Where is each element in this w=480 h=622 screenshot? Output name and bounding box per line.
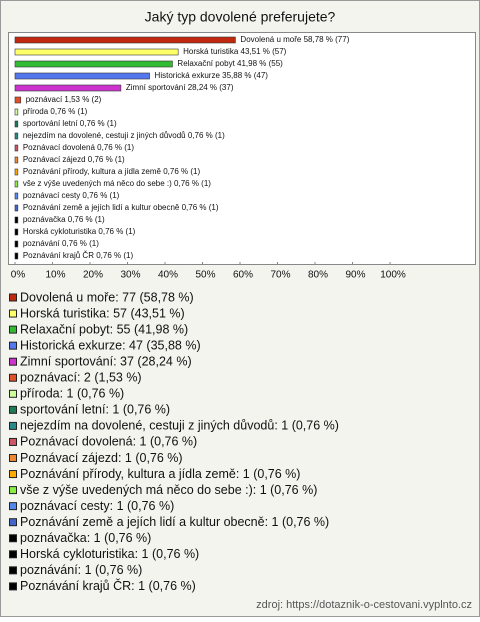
x-tick-label: 60% bbox=[233, 270, 253, 281]
x-tick-label: 30% bbox=[120, 270, 140, 281]
legend-label: Poznávání krajů ČR: 1 (0,76 %) bbox=[20, 578, 196, 593]
legend-swatch bbox=[9, 373, 17, 382]
legend-label: Relaxační pobyt: 55 (41,98 %) bbox=[20, 322, 188, 336]
legend-label: Poznávací zájezd: 1 (0,76 %) bbox=[20, 451, 183, 465]
x-tick-label: 0% bbox=[11, 270, 26, 281]
bar bbox=[14, 60, 173, 68]
value-label: Poznávání přírody, kultura a jídla země … bbox=[23, 167, 201, 176]
value-label: poznávání 0,76 % (1) bbox=[23, 239, 99, 248]
legend-label: poznávací: 2 (1,53 %) bbox=[20, 371, 142, 385]
legend-swatch bbox=[9, 470, 17, 479]
legend-swatch bbox=[9, 486, 17, 495]
legend-swatch bbox=[9, 389, 17, 398]
legend-swatch bbox=[9, 582, 17, 591]
value-label: Poznávací dovolená 0,76 % (1) bbox=[23, 143, 135, 152]
legend-swatch bbox=[9, 357, 17, 366]
legend-label: Historická exkurze: 47 (35,88 %) bbox=[20, 338, 201, 352]
bar bbox=[14, 204, 19, 212]
bar bbox=[14, 48, 179, 56]
bar bbox=[14, 168, 19, 176]
legend-swatch bbox=[9, 309, 17, 318]
legend-swatch bbox=[9, 341, 17, 350]
value-label: poznávací cesty 0,76 % (1) bbox=[23, 191, 120, 200]
source: zdroj: https://dotaznik-o-cestovani.vypl… bbox=[256, 599, 472, 611]
legend-label: poznávání: 1 (0,76 %) bbox=[20, 563, 142, 577]
legend-label: Poznávání přírody, kultura a jídla země:… bbox=[20, 467, 300, 481]
value-label: Poznávání země a jejích lidí a kultur ob… bbox=[23, 203, 219, 212]
bar bbox=[14, 228, 19, 236]
x-tick-label: 100% bbox=[380, 270, 406, 281]
value-label: Horská turistika 43,51 % (57) bbox=[183, 47, 286, 56]
value-label: příroda 0,76 % (1) bbox=[23, 107, 88, 116]
bar bbox=[14, 108, 19, 116]
legend-swatch bbox=[9, 550, 17, 559]
value-label: Zimní sportování 28,24 % (37) bbox=[126, 83, 234, 92]
legend-swatch bbox=[9, 421, 17, 430]
legend-swatch bbox=[9, 534, 17, 543]
bar bbox=[14, 192, 19, 200]
bar bbox=[14, 240, 19, 248]
value-label: poznávací 1,53 % (2) bbox=[26, 95, 102, 104]
bar bbox=[14, 120, 19, 128]
x-tick-label: 50% bbox=[195, 270, 215, 281]
value-label: sportování letní 0,76 % (1) bbox=[23, 119, 117, 128]
bar bbox=[14, 252, 19, 260]
legend-label: Dovolená u moře: 77 (58,78 %) bbox=[20, 290, 194, 304]
bar bbox=[14, 72, 150, 80]
legend-label: sportování letní: 1 (0,76 %) bbox=[20, 403, 170, 417]
legend-label: Horská cykloturistika: 1 (0,76 %) bbox=[20, 547, 199, 561]
x-tick-label: 90% bbox=[345, 270, 365, 281]
legend-swatch bbox=[9, 502, 17, 511]
legend-swatch bbox=[9, 405, 17, 414]
bar bbox=[14, 84, 122, 92]
legend-swatch bbox=[9, 518, 17, 527]
x-tick-label: 80% bbox=[308, 270, 328, 281]
legend-swatch bbox=[9, 437, 17, 446]
bar bbox=[14, 216, 19, 224]
x-tick-label: 10% bbox=[45, 270, 65, 281]
legend-label: Poznávací dovolená: 1 (0,76 %) bbox=[20, 435, 197, 449]
legend-label: Zimní sportování: 37 (28,24 %) bbox=[20, 354, 192, 368]
value-label: vše z výše uvedených má něco do sebe :) … bbox=[23, 179, 211, 188]
value-label: nejezdím na dovolené, cestuji z jiných d… bbox=[23, 131, 225, 140]
bar bbox=[14, 36, 236, 44]
x-tick-label: 40% bbox=[158, 270, 178, 281]
value-label: Relaxační pobyt 41,98 % (55) bbox=[177, 59, 283, 68]
plot-area bbox=[8, 32, 476, 265]
bar bbox=[14, 156, 19, 164]
x-tick-label: 70% bbox=[270, 270, 290, 281]
bar bbox=[14, 96, 22, 104]
legend-label: nejezdím na dovolené, cestuji z jiných d… bbox=[20, 419, 339, 433]
value-label: Dovolená u moře 58,78 % (77) bbox=[240, 35, 349, 44]
legend-label: poznávačka: 1 (0,76 %) bbox=[20, 531, 151, 545]
legend-label: Poznávání země a jejích lidí a kultur ob… bbox=[20, 515, 329, 529]
value-label: Poznávání krajů ČR 0,76 % (1) bbox=[23, 251, 134, 260]
bar bbox=[14, 144, 19, 152]
value-label: Poznávací zájezd 0,76 % (1) bbox=[23, 155, 125, 164]
legend-label: vše z výše uvedených má něco do sebe :):… bbox=[20, 483, 317, 497]
value-label: Horská cykloturistika 0,76 % (1) bbox=[23, 227, 136, 236]
legend-label: poznávací cesty: 1 (0,76 %) bbox=[20, 499, 174, 513]
bar bbox=[14, 180, 19, 188]
bar bbox=[14, 132, 19, 140]
legend-swatch bbox=[9, 325, 17, 334]
x-tick-label: 20% bbox=[83, 270, 103, 281]
legend-swatch bbox=[9, 454, 17, 462]
legend-label: Horská turistika: 57 (43,51 %) bbox=[20, 306, 185, 320]
legend-label: příroda: 1 (0,76 %) bbox=[20, 387, 124, 401]
chart-title: Jaký typ dovolené preferujete? bbox=[145, 9, 336, 25]
legend-swatch bbox=[9, 566, 17, 575]
legend-swatch bbox=[9, 293, 17, 302]
value-label: poznávačka 0,76 % (1) bbox=[23, 215, 105, 224]
value-label: Historická exkurze 35,88 % (47) bbox=[155, 71, 269, 80]
